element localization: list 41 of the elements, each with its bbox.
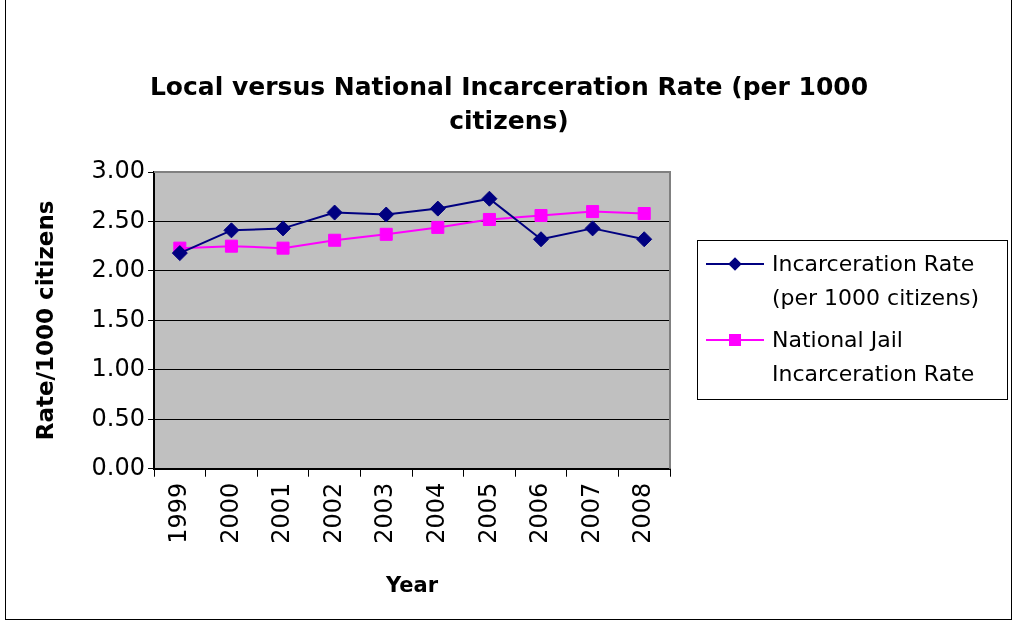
x-tick-label: 1999 [164, 482, 193, 544]
y-tick-label: 3.00 [91, 156, 146, 185]
x-tick-label: 2003 [370, 482, 399, 544]
y-tick-label: 1.50 [91, 304, 146, 333]
x-tick-label: 2006 [525, 482, 554, 544]
y-tick-label: 0.50 [91, 403, 146, 432]
x-tick-label: 2005 [473, 482, 502, 544]
point [224, 239, 238, 253]
point [431, 220, 445, 234]
y-tick-label: 2.50 [91, 205, 146, 234]
point [276, 241, 290, 255]
point [586, 205, 600, 219]
chart-title: Local versus National Incarceration Rate (per 1000 citizens) [148, 71, 870, 137]
y-tick-label: 1.00 [91, 354, 146, 383]
point [328, 233, 342, 247]
point [223, 222, 240, 239]
point [584, 220, 601, 237]
y-tick-label: 0.00 [91, 452, 146, 481]
point [275, 220, 292, 237]
legend-label: National Jail Incarceration Rate [772, 326, 976, 389]
x-tick-label: 2001 [267, 482, 296, 544]
point [379, 227, 393, 241]
y-axis-title: Rate/1000 citizens [31, 200, 58, 441]
x-tick-label: 2004 [422, 482, 451, 544]
point [481, 190, 498, 207]
x-tick-label: 2000 [215, 482, 244, 544]
point [534, 209, 548, 223]
point [429, 200, 446, 217]
point [171, 245, 188, 262]
point [637, 207, 651, 221]
point [533, 231, 550, 248]
x-axis-title: Year [384, 572, 439, 597]
point [636, 231, 653, 248]
x-tick-label: 2008 [628, 482, 657, 544]
point [482, 212, 496, 226]
point [378, 206, 395, 223]
point [326, 204, 343, 221]
legend-label: Incarceration Rate (per 1000 citizens) [772, 250, 981, 313]
x-tick-label: 2007 [576, 482, 605, 544]
y-tick-label: 2.00 [91, 255, 146, 284]
x-tick-label: 2002 [318, 482, 347, 544]
